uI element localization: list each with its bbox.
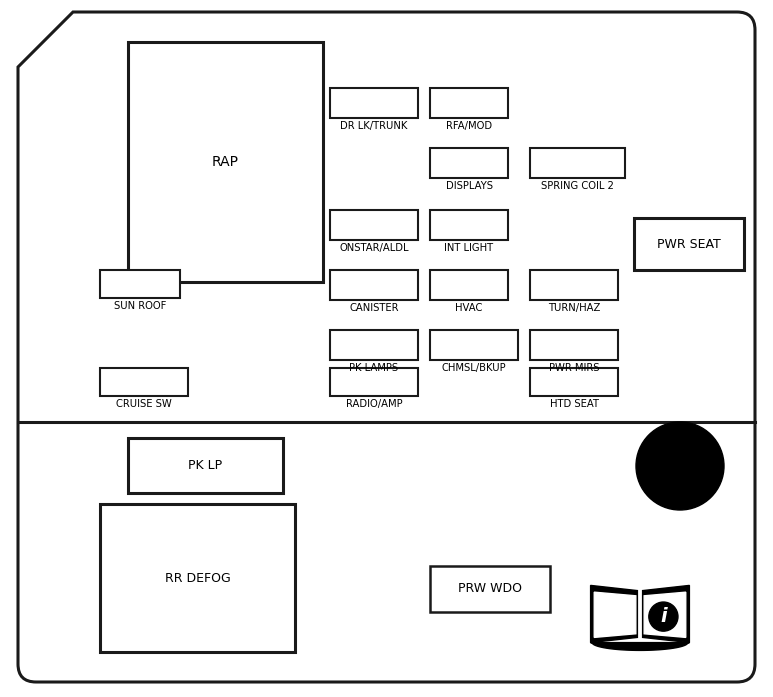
- Text: HVAC: HVAC: [455, 303, 482, 313]
- Bar: [430, 88, 508, 118]
- Bar: [634, 218, 744, 270]
- Text: RADIO/AMP: RADIO/AMP: [346, 399, 402, 409]
- Text: CRUISE SW: CRUISE SW: [116, 399, 172, 409]
- Bar: [330, 368, 418, 396]
- Text: PWR SEAT: PWR SEAT: [657, 238, 721, 250]
- Text: RAP: RAP: [212, 155, 239, 169]
- Bar: [430, 566, 550, 612]
- Text: ONSTAR/ALDL: ONSTAR/ALDL: [339, 243, 409, 253]
- Bar: [100, 368, 188, 396]
- Text: CHMSL/BKUP: CHMSL/BKUP: [441, 363, 506, 373]
- Bar: [100, 504, 295, 652]
- Text: DISPLAYS: DISPLAYS: [445, 181, 492, 191]
- Bar: [430, 330, 518, 360]
- Bar: [430, 210, 508, 240]
- Polygon shape: [642, 585, 690, 643]
- Circle shape: [636, 422, 724, 510]
- Bar: [330, 88, 418, 118]
- Bar: [430, 148, 508, 178]
- PathPatch shape: [18, 12, 755, 682]
- Bar: [530, 368, 618, 396]
- Bar: [530, 148, 625, 178]
- Bar: [330, 330, 418, 360]
- Bar: [530, 330, 618, 360]
- Polygon shape: [591, 643, 690, 650]
- Bar: [430, 270, 508, 300]
- Text: SPRING COIL 2: SPRING COIL 2: [541, 181, 614, 191]
- Text: RFA/MOD: RFA/MOD: [446, 121, 492, 131]
- Bar: [330, 270, 418, 300]
- Bar: [330, 210, 418, 240]
- Text: PK LAMPS: PK LAMPS: [349, 363, 399, 373]
- Bar: [128, 438, 283, 493]
- Text: DR LK/TRUNK: DR LK/TRUNK: [340, 121, 407, 131]
- Polygon shape: [591, 585, 638, 643]
- Text: INT LIGHT: INT LIGHT: [444, 243, 494, 253]
- Text: SUN ROOF: SUN ROOF: [114, 301, 166, 311]
- Bar: [530, 270, 618, 300]
- Text: PK LP: PK LP: [189, 459, 223, 472]
- Text: CANISTER: CANISTER: [349, 303, 399, 313]
- Text: RR DEFOG: RR DEFOG: [165, 572, 230, 585]
- Polygon shape: [594, 592, 636, 637]
- Bar: [100, 270, 180, 298]
- Bar: [128, 42, 323, 282]
- Circle shape: [649, 602, 678, 631]
- Text: i: i: [660, 607, 666, 626]
- Text: TURN/HAZ: TURN/HAZ: [548, 303, 600, 313]
- Text: HTD SEAT: HTD SEAT: [550, 399, 598, 409]
- Text: PRW WDO: PRW WDO: [458, 583, 522, 595]
- Text: PWR MIRS: PWR MIRS: [549, 363, 599, 373]
- Polygon shape: [644, 592, 686, 637]
